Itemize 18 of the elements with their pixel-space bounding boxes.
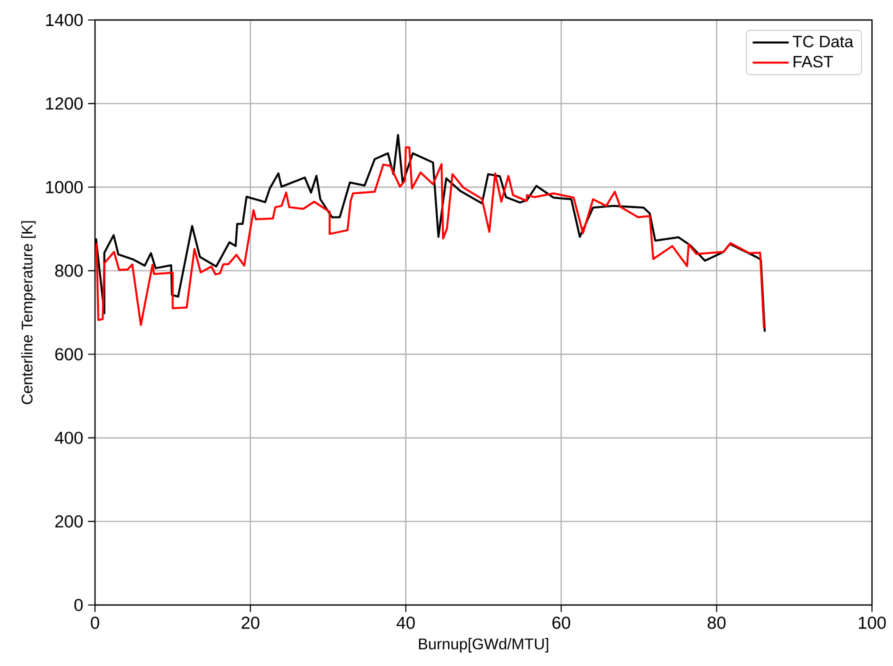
legend-label: TC Data [792, 36, 854, 48]
x-tick-label: 0 [90, 616, 100, 629]
y-tick-label: 600 [55, 348, 83, 360]
y-tick-label: 400 [54, 432, 83, 444]
y-tick-label: 800 [55, 264, 83, 277]
y-tick-label: 1200 [46, 97, 83, 110]
y-tick-label: 1000 [46, 180, 83, 194]
x-tick-label: 60 [552, 616, 570, 629]
x-tick-label: 20 [242, 616, 260, 629]
y-tick-label: 200 [55, 515, 83, 528]
x-tick-label: 100 [858, 616, 886, 629]
x-axis-title: Burnup[GWd/MTU] [419, 638, 548, 652]
x-tick-label: 80 [708, 616, 726, 629]
x-tick-label: 40 [396, 616, 415, 629]
legend-label: FAST [794, 56, 834, 68]
y-tick-label: 0 [74, 598, 83, 612]
y-axis-title: Centerline Temperature [K] [21, 221, 36, 404]
y-tick-label: 1400 [46, 14, 83, 26]
